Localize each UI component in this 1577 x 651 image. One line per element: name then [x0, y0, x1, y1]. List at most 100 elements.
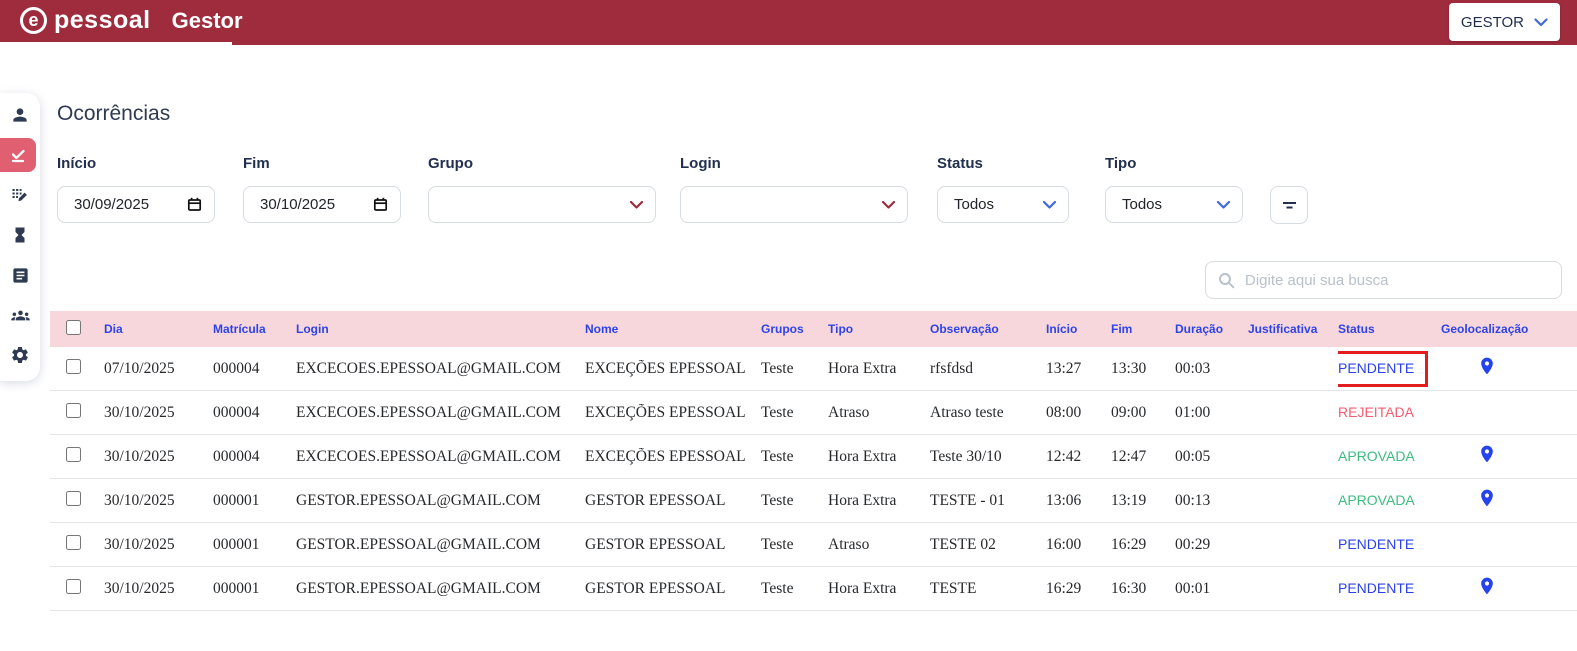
- cell-matricula: 000004: [213, 360, 296, 378]
- geolocation-pin-icon[interactable]: [1477, 487, 1497, 509]
- inicio-date-input[interactable]: 30/09/2025: [57, 186, 215, 223]
- login-label: Login: [680, 155, 721, 172]
- status-link[interactable]: PENDENTE: [1338, 536, 1414, 552]
- cell-dia: 30/10/2025: [104, 536, 213, 554]
- sidebar-item-user[interactable]: [0, 95, 40, 135]
- cell-tipo: Hora Extra: [828, 492, 930, 510]
- login-select[interactable]: [680, 186, 908, 223]
- geolocation-pin-icon[interactable]: [1477, 355, 1497, 377]
- table-body: 07/10/2025 000004 EXCECOES.EPESSOAL@GMAI…: [50, 347, 1577, 611]
- sidebar-nav: [0, 93, 40, 381]
- cell-grupos: Teste: [761, 580, 828, 598]
- col-inicio: Início: [1046, 322, 1111, 336]
- col-tipo: Tipo: [828, 322, 930, 336]
- select-all-checkbox[interactable]: [66, 320, 81, 335]
- cell-inicio: 08:00: [1046, 404, 1111, 422]
- cell-dia: 30/10/2025: [104, 404, 213, 422]
- cell-nome: GESTOR EPESSOAL: [585, 492, 761, 510]
- cell-fim: 12:47: [1111, 448, 1175, 466]
- col-nome: Nome: [585, 322, 761, 336]
- search-input[interactable]: [1245, 272, 1549, 289]
- sidebar-item-reports[interactable]: [0, 255, 40, 295]
- status-link[interactable]: PENDENTE: [1338, 360, 1414, 376]
- fim-date-value: 30/10/2025: [260, 196, 335, 213]
- row-checkbox[interactable]: [66, 491, 81, 506]
- row-checkbox[interactable]: [66, 403, 81, 418]
- cell-fim: 16:29: [1111, 536, 1175, 554]
- grupo-label: Grupo: [428, 155, 473, 172]
- cell-matricula: 000001: [213, 580, 296, 598]
- cell-login: EXCECOES.EPESSOAL@GMAIL.COM: [296, 448, 585, 466]
- advanced-filter-button[interactable]: [1270, 186, 1308, 224]
- brand-logo: e pessoal Gestor: [20, 6, 243, 35]
- teams-icon: [10, 305, 31, 326]
- cell-inicio: 13:06: [1046, 492, 1111, 510]
- status-link[interactable]: APROVADA: [1338, 448, 1415, 464]
- row-checkbox[interactable]: [66, 359, 81, 374]
- row-checkbox[interactable]: [66, 447, 81, 462]
- search-icon: [1218, 272, 1235, 289]
- grupo-select[interactable]: [428, 186, 656, 223]
- cell-tipo: Hora Extra: [828, 448, 930, 466]
- cell-duracao: 00:03: [1175, 360, 1248, 378]
- cell-tipo: Hora Extra: [828, 360, 930, 378]
- table-row: 30/10/2025 000001 GESTOR.EPESSOAL@GMAIL.…: [50, 479, 1577, 523]
- status-link[interactable]: APROVADA: [1338, 492, 1415, 508]
- table-row: 30/10/2025 000001 GESTOR.EPESSOAL@GMAIL.…: [50, 567, 1577, 611]
- cell-matricula: 000001: [213, 492, 296, 510]
- chevron-down-icon: [1217, 201, 1230, 209]
- user-menu-dropdown[interactable]: GESTOR: [1449, 3, 1560, 41]
- filter-icon: [1282, 200, 1297, 210]
- cell-dia: 07/10/2025: [104, 360, 213, 378]
- cell-duracao: 00:29: [1175, 536, 1248, 554]
- fim-date-input[interactable]: 30/10/2025: [243, 186, 401, 223]
- occurrences-check-icon: [9, 146, 27, 164]
- cell-matricula: 000004: [213, 404, 296, 422]
- cell-dia: 30/10/2025: [104, 492, 213, 510]
- geolocation-pin-icon[interactable]: [1477, 575, 1497, 597]
- cell-matricula: 000004: [213, 448, 296, 466]
- inicio-date-value: 30/09/2025: [74, 196, 149, 213]
- user-icon: [10, 105, 30, 125]
- col-geolocalizacao: Geolocalização: [1441, 322, 1577, 336]
- status-link[interactable]: PENDENTE: [1338, 580, 1414, 596]
- col-status: Status: [1338, 322, 1441, 336]
- chevron-down-icon: [1043, 201, 1056, 209]
- top-bar: e pessoal Gestor GESTOR: [0, 0, 1577, 45]
- geolocation-pin-icon[interactable]: [1477, 443, 1497, 465]
- cell-observacao: TESTE - 01: [930, 492, 1046, 510]
- chevron-down-icon: [630, 201, 643, 209]
- settings-gear-icon: [10, 345, 30, 365]
- cell-nome: GESTOR EPESSOAL: [585, 580, 761, 598]
- row-checkbox[interactable]: [66, 579, 81, 594]
- sidebar-item-teams[interactable]: [0, 295, 40, 335]
- cell-observacao: TESTE 02: [930, 536, 1046, 554]
- col-observacao: Observação: [930, 322, 1046, 336]
- col-dia: Dia: [104, 322, 213, 336]
- sidebar-item-hourglass[interactable]: [0, 215, 40, 255]
- cell-nome: GESTOR EPESSOAL: [585, 536, 761, 554]
- chevron-down-icon: [1534, 18, 1548, 27]
- app-window: e pessoal Gestor GESTOR: [0, 0, 1577, 651]
- brand-name: pessoal: [54, 6, 151, 35]
- fim-label: Fim: [243, 155, 270, 172]
- edit-records-icon: [10, 185, 30, 205]
- cell-nome: EXCEÇÕES EPESSOAL: [585, 360, 761, 378]
- status-value: Todos: [954, 196, 994, 213]
- page-title: Ocorrências: [57, 102, 170, 126]
- cell-duracao: 01:00: [1175, 404, 1248, 422]
- tipo-select[interactable]: Todos: [1105, 186, 1243, 223]
- cell-duracao: 00:13: [1175, 492, 1248, 510]
- cell-grupos: Teste: [761, 492, 828, 510]
- table-header-row: Dia Matrícula Login Nome Grupos Tipo Obs…: [50, 311, 1577, 347]
- brand-e-icon: e: [20, 7, 47, 34]
- sidebar-item-settings[interactable]: [0, 335, 40, 375]
- sidebar-item-edit-records[interactable]: [0, 175, 40, 215]
- cell-fim: 16:30: [1111, 580, 1175, 598]
- status-select[interactable]: Todos: [937, 186, 1069, 223]
- status-link[interactable]: REJEITADA: [1338, 404, 1414, 420]
- cell-observacao: Atraso teste: [930, 404, 1046, 422]
- sidebar-item-occurrences[interactable]: [0, 138, 36, 172]
- cell-inicio: 13:27: [1046, 360, 1111, 378]
- row-checkbox[interactable]: [66, 535, 81, 550]
